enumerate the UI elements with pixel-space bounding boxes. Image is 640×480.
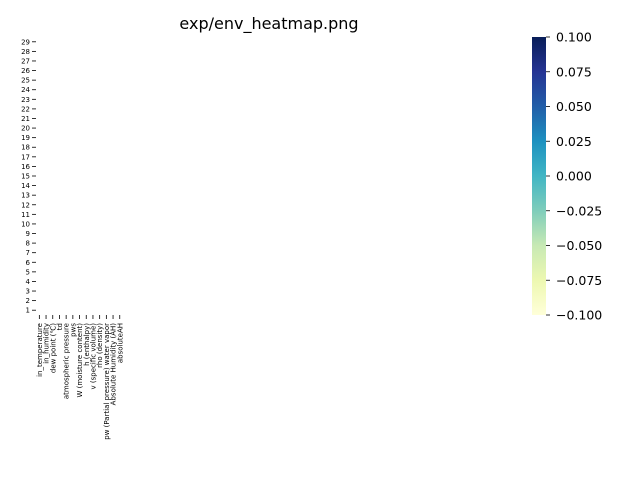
y-tick-label: 6 — [26, 259, 31, 267]
y-tick-label: 8 — [26, 240, 30, 248]
x-tick-label: W (moisture content) — [76, 323, 84, 398]
x-tick-label: in_humidity — [43, 323, 51, 364]
y-tick-label: 24 — [21, 86, 30, 94]
y-tick-label: 28 — [21, 48, 30, 56]
chart-title: exp/env_heatmap.png — [179, 14, 358, 34]
y-tick-label: 10 — [21, 220, 30, 228]
y-tick-label: 29 — [21, 38, 30, 46]
x-tick-label: pws — [69, 323, 77, 337]
colorbar: 0.100 0.075 0.050 0.025 0.000 −0.025 −0.050 −0.… — [532, 30, 602, 323]
colorbar-tick-label: 0.050 — [556, 99, 592, 114]
x-tick-label: pw (Partial pressure) water vapor — [103, 323, 111, 440]
colorbar-tick-label: −0.100 — [556, 308, 602, 323]
y-tick-label: 23 — [21, 96, 30, 104]
y-tick-label: 17 — [21, 153, 30, 161]
y-tick-label: 7 — [26, 249, 30, 257]
x-tick-label: v (specific volume) — [89, 323, 97, 390]
heatmap-cells — [36, 37, 124, 315]
y-tick-label: 25 — [21, 77, 30, 85]
x-tick-label: rho (density) — [96, 323, 104, 368]
y-tick-label: 5 — [26, 268, 30, 276]
y-tick-label: 19 — [21, 134, 30, 142]
y-tick-label: 15 — [21, 173, 30, 181]
y-tick-label: 1 — [26, 307, 30, 315]
y-tick-label: 22 — [21, 105, 30, 113]
y-tick-label: 26 — [21, 67, 30, 75]
colorbar-tick-label: 0.000 — [556, 169, 592, 184]
x-tick-label: absoluteAH — [116, 323, 124, 363]
y-tick-label: 20 — [21, 125, 30, 133]
colorbar-gradient — [532, 37, 546, 315]
y-axis: 1234567891011121314151617181920212223242… — [21, 38, 36, 315]
y-tick-label: 13 — [21, 192, 30, 200]
y-tick-label: 11 — [21, 211, 30, 219]
y-tick-label: 14 — [21, 182, 30, 190]
y-tick-label: 27 — [21, 57, 30, 65]
colorbar-tick-label: 0.100 — [556, 30, 592, 45]
colorbar-tick-label: −0.050 — [556, 238, 602, 253]
x-tick-label: in_temperature — [36, 323, 44, 377]
colorbar-tick-label: −0.025 — [556, 203, 602, 218]
y-tick-label: 18 — [21, 144, 30, 152]
y-tick-label: 21 — [21, 115, 30, 123]
x-tick-label: td — [56, 323, 64, 330]
x-tick-label: atmospheric pressure — [63, 323, 71, 399]
y-tick-label: 4 — [26, 278, 31, 286]
colorbar-tick-label: 0.025 — [556, 134, 592, 149]
x-tick-label: dew point (℃) — [49, 323, 57, 373]
y-tick-label: 12 — [21, 201, 30, 209]
heatmap-plot-area — [36, 37, 124, 315]
colorbar-tick-label: −0.075 — [556, 273, 602, 288]
x-tick-label: h (enthalpy) — [83, 323, 91, 366]
colorbar-tick-label: 0.075 — [556, 64, 592, 79]
y-tick-label: 2 — [26, 297, 30, 305]
y-tick-label: 9 — [26, 230, 30, 238]
y-tick-label: 16 — [21, 163, 30, 171]
y-tick-label: 3 — [26, 288, 30, 296]
x-tick-label: Absolute Humidity (AH) — [110, 323, 118, 406]
